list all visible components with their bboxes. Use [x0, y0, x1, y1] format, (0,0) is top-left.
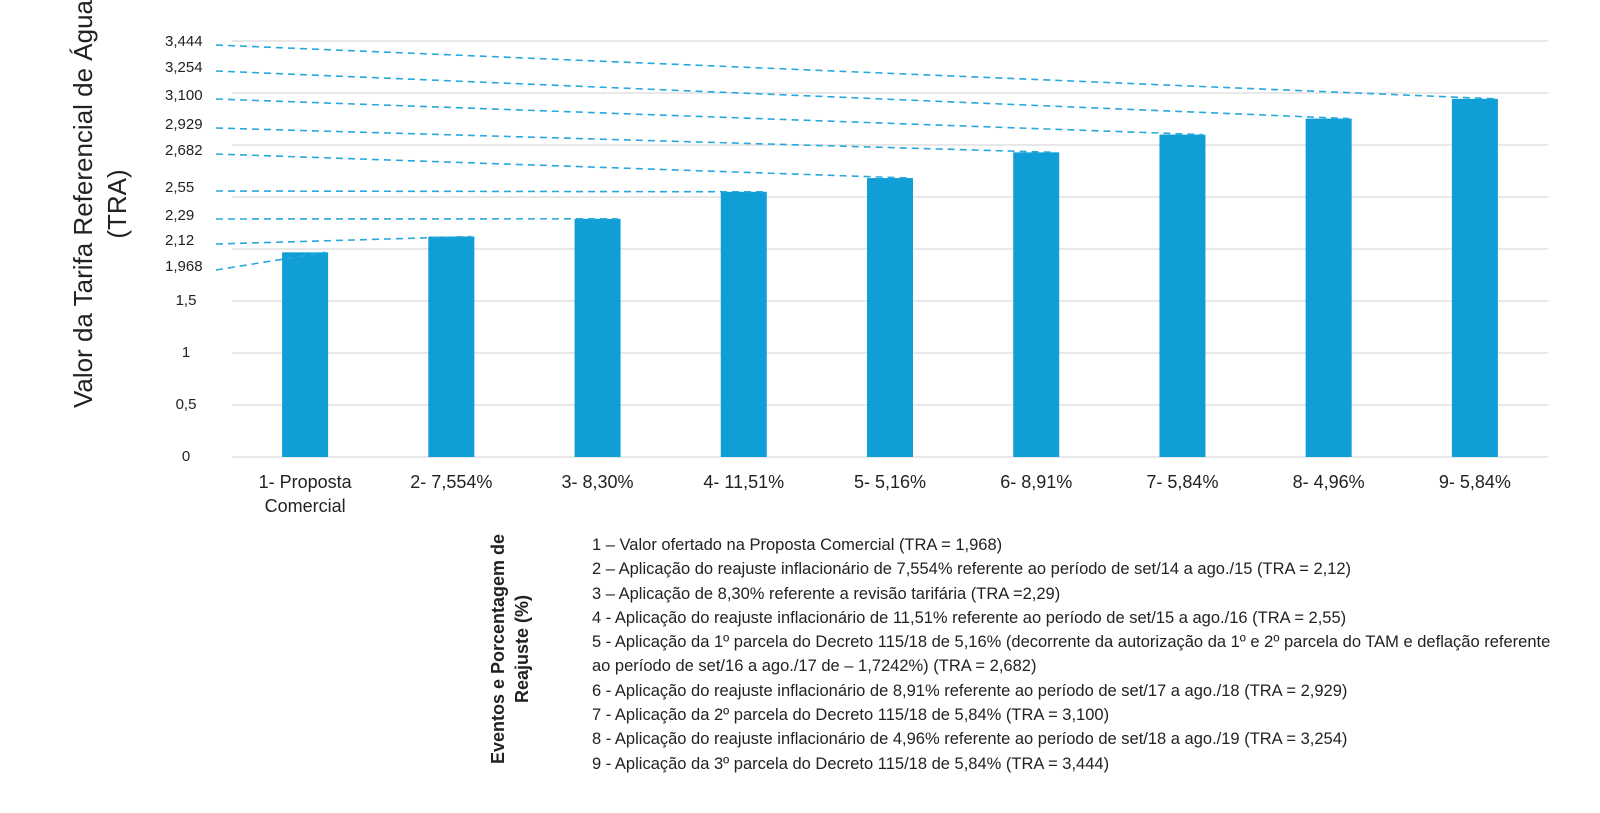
notes: 1 – Valor ofertado na Proposta Comercial…: [592, 533, 1567, 776]
bar: [1013, 152, 1060, 457]
leader-line: [215, 127, 1057, 154]
note: 6 - Aplicação do reajuste inflacionário …: [592, 681, 1348, 700]
x-tick-label: 3- 8,30%: [561, 472, 634, 492]
y-tick-label: 1,5: [176, 292, 197, 309]
bar: [720, 191, 767, 458]
x-tick-label: 9- 5,84%: [1438, 472, 1511, 492]
value-label: 3,100: [165, 87, 203, 104]
note: 8 - Aplicação do reajuste inflacionário …: [592, 730, 1348, 749]
note: 5 - Aplicação da 1º parcela do Decreto 1…: [592, 633, 1551, 676]
leader-line: [215, 70, 1349, 120]
bar: [1159, 134, 1206, 457]
x-tick-label: 8- 4,96%: [1292, 472, 1365, 492]
bar: [1451, 98, 1498, 457]
x-tick-label: 5- 5,16%: [853, 472, 927, 492]
note: 4 - Aplicação do reajuste inflacionário …: [592, 608, 1347, 627]
note: 2 – Aplicação do reajuste inflacionário …: [592, 560, 1352, 579]
value-label: 2,29: [165, 207, 194, 224]
x-tick-label: 7- 5,84%: [1146, 472, 1219, 492]
value-label: 1,968: [165, 258, 203, 275]
bar: [867, 178, 913, 457]
value-label: 2,682: [165, 142, 203, 159]
value-label: 3,444: [165, 33, 203, 50]
leader-line: [215, 98, 1203, 136]
leader-line: [215, 235, 472, 245]
bar: [282, 252, 329, 457]
note: 1 – Valor ofertado na Proposta Comercial…: [592, 536, 1003, 554]
y-tick-label: 1: [182, 344, 190, 361]
leader-line: [215, 153, 911, 179]
bar: [574, 218, 621, 457]
value-label: 3,254: [165, 59, 203, 76]
bar: [428, 236, 475, 457]
x-tick-label: 1- Proposta Comercial: [258, 472, 352, 516]
value-label: 2,12: [165, 232, 194, 249]
bar: [1305, 118, 1352, 458]
x-tick-label: 6- 8,91%: [1000, 472, 1073, 492]
value-label: 2,55: [165, 179, 194, 196]
leader-line: [215, 44, 1495, 100]
note: 3 – Aplicação de 8,30% referente a revis…: [592, 584, 1061, 603]
x-tick-label: 2- 7,554%: [410, 472, 493, 492]
note: 9 - Aplicação da 3º parcela do Decreto 1…: [592, 754, 1110, 773]
leader-line: [215, 251, 326, 271]
note: 7 - Aplicação da 2º parcela do Decreto 1…: [592, 706, 1110, 725]
value-label: 2,929: [165, 116, 203, 133]
y-tick-label: 0,5: [176, 396, 197, 413]
y-tick-label: 0: [182, 448, 190, 465]
x-axis-title: Eventos e Porcentagem de Reajuste (%): [488, 533, 532, 765]
leader-line: [215, 190, 764, 193]
y-axis-title: Valor da Tarifa Referencial de Água (TRA…: [68, 0, 132, 409]
x-tick-label: 4- 11,51%: [703, 472, 785, 492]
